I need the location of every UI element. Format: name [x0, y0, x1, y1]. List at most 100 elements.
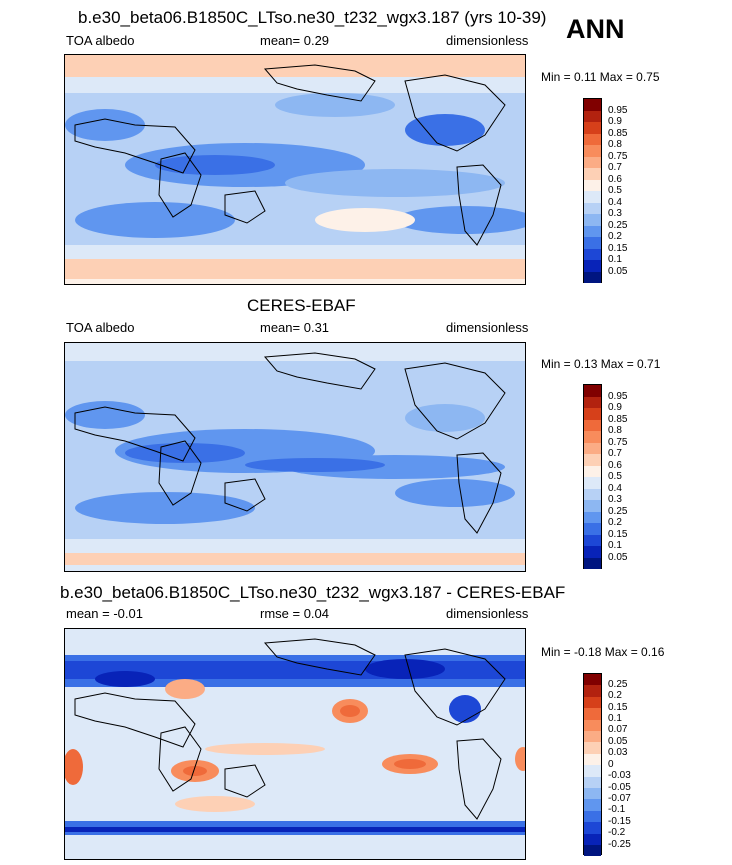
panel-3-title: b.e30_beta06.B1850C_LTso.ne30_t232_wgx3.… [60, 583, 566, 602]
panel-2-colorbar-cell [584, 419, 601, 431]
panel-3-colorbar-cell [584, 765, 601, 777]
panel-2-colorbar-cell [584, 442, 601, 454]
panel-1-colorbar-cell [584, 248, 601, 260]
panel-3-colorbar-label: 0.03 [608, 747, 628, 758]
panel-3-colorbar-cell [584, 753, 601, 766]
panel-3-colorbar-cell [584, 674, 601, 686]
panel-2-colorbar-cell [584, 408, 601, 420]
panel-1-colorbar-cell [584, 110, 601, 122]
panel-2-colorbar-label: 0.75 [608, 437, 628, 448]
panel-1-colorbar-label: 0.75 [608, 151, 628, 162]
panel-2-colorbar-label: 0.95 [608, 391, 628, 402]
panel-1-map-svg [65, 55, 525, 284]
panel-2-colorbar-cell [584, 511, 601, 523]
panel-2-map-svg [65, 343, 525, 571]
panel-1-colorbar-label: 0.25 [608, 220, 628, 231]
panel-1-colorbar-cell [584, 145, 601, 157]
panel-3-colorbar-cell [584, 685, 601, 697]
panel-3-colorbar-cell [584, 845, 601, 856]
panel-1-colorbar-label: 0.3 [608, 208, 622, 219]
panel-3-colorbar-label: 0.25 [608, 679, 628, 690]
panel-1-colorbar-label: 0.15 [608, 243, 628, 254]
panel-1-colorbar-label: 0.2 [608, 231, 622, 242]
panel-3-rmse-label: rmse = 0.04 [260, 606, 330, 621]
panel-3-colorbar-cell [584, 810, 601, 823]
panel-3-colorbar-cell [584, 708, 601, 720]
panel-2-colorbar-label: 0.7 [608, 448, 622, 459]
panel-3-colorbar-label: -0.2 [608, 827, 626, 838]
panel-3-map [64, 628, 526, 860]
panel-2-colorbar-label: 0.5 [608, 471, 622, 482]
panel-3-colorbar-label: 0.07 [608, 724, 628, 735]
panel-2-colorbar-cell [584, 546, 601, 558]
panel-1-colorbar-cell [584, 122, 601, 134]
panel-2-units-label: dimensionless [446, 320, 529, 335]
panel-3-colorbar-cell [584, 719, 601, 731]
panel-2-variable-label: TOA albedo [66, 320, 135, 335]
panel-1-colorbar-label: 0.4 [608, 197, 622, 208]
panel-1-colorbar-cell [584, 191, 601, 203]
panel-3-coastlines [74, 638, 506, 820]
panel-2-colorbar-cell [584, 557, 601, 569]
panel-3-colorbar-label: -0.1 [608, 804, 626, 815]
panel-3-colorbar-label: -0.15 [608, 816, 631, 827]
panel-1-mean-label: mean= 0.29 [260, 33, 330, 48]
panel-1-colorbar-label: 0.7 [608, 162, 622, 173]
panel-3-colorbar-cell [584, 776, 601, 788]
panel-1-field [65, 55, 525, 284]
panel-2-colorbar-label: 0.1 [608, 540, 622, 551]
panel-2-colorbar-label: 0.9 [608, 402, 622, 413]
panel-2-title: CERES-EBAF [247, 296, 356, 315]
panel-3-colorbar-label: -0.05 [608, 782, 631, 793]
panel-1-map [64, 54, 526, 285]
panel-2-colorbar [583, 384, 602, 569]
panel-3-colorbar-cell [584, 822, 601, 834]
panel-2-colorbar-cell [584, 465, 601, 477]
panel-2-field [65, 343, 525, 571]
panel-3-colorbar-label: -0.25 [608, 839, 631, 850]
panel-1-colorbar-cell [584, 225, 601, 237]
panel-3-colorbar-cell [584, 799, 601, 811]
panel-3-colorbar-label: 0.15 [608, 702, 628, 713]
panel-2-colorbar-cell [584, 523, 601, 535]
panel-1-coastlines [74, 64, 506, 246]
panel-3-colorbar-cell [584, 788, 601, 800]
panel-1-colorbar-cell [584, 271, 601, 283]
panel-2-map [64, 342, 526, 572]
panel-3-map-svg [65, 629, 525, 859]
panel-3-minmax: Min = -0.18 Max = 0.16 [541, 645, 665, 659]
panel-2-colorbar-label: 0.3 [608, 494, 622, 505]
panel-1-colorbar-cell [584, 179, 601, 191]
panel-1-minmax: Min = 0.11 Max = 0.75 [541, 70, 660, 84]
panel-2-colorbar-label: 0.85 [608, 414, 628, 425]
panel-2-colorbar-label: 0.25 [608, 506, 628, 517]
panel-1-colorbar-label: 0.9 [608, 116, 622, 127]
panel-2-colorbar-label: 0.2 [608, 517, 622, 528]
panel-1-colorbar-cell [584, 237, 601, 249]
panel-3-colorbar-cell [584, 731, 601, 743]
panel-1-colorbar-label: 0.6 [608, 174, 622, 185]
panel-3-mean-label: mean = -0.01 [66, 606, 143, 621]
panel-1-colorbar [583, 98, 602, 283]
panel-1-colorbar-cell [584, 99, 601, 111]
panel-3-field [65, 629, 525, 859]
panel-2-colorbar-cell [584, 454, 601, 466]
panel-1-colorbar-label: 0.8 [608, 139, 622, 150]
panel-3-colorbar-label: -0.07 [608, 793, 631, 804]
panel-2-colorbar-cell [584, 396, 601, 408]
panel-1-colorbar-cell [584, 133, 601, 145]
panel-2-colorbar-label: 0.15 [608, 529, 628, 540]
panel-1-colorbar-label: 0.5 [608, 185, 622, 196]
panel-1-colorbar-label: 0.85 [608, 128, 628, 139]
panel-3-colorbar-cell [584, 742, 601, 754]
panel-3-colorbar-cell [584, 696, 601, 709]
panel-2-colorbar-label: 0.05 [608, 552, 628, 563]
panel-2-colorbar-label: 0.4 [608, 483, 622, 494]
panel-1-colorbar-cell [584, 202, 601, 214]
panel-2-colorbar-cell [584, 534, 601, 546]
panel-1-units-label: dimensionless [446, 33, 529, 48]
panel-3-colorbar-cell [584, 833, 601, 845]
panel-2-colorbar-cell [584, 431, 601, 443]
panel-1-colorbar-label: 0.95 [608, 105, 628, 116]
panel-3-colorbar-label: 0.2 [608, 690, 622, 701]
